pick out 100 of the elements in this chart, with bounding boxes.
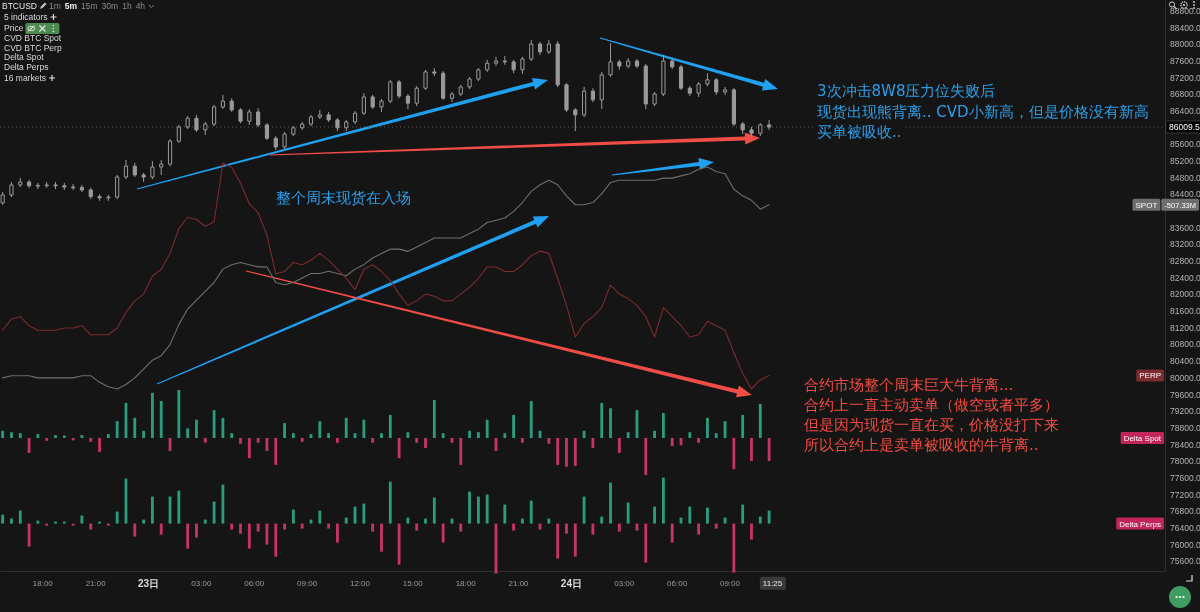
x-tick-label: 21:00 (508, 578, 530, 588)
bar (36, 520, 40, 524)
bar (591, 438, 595, 449)
bar (115, 511, 119, 524)
bar (195, 419, 198, 438)
bar (485, 419, 489, 438)
candlestick (88, 187, 93, 200)
candlestick (617, 59, 622, 71)
y-tick-label: 77200.0 (1170, 489, 1200, 500)
bar (274, 523, 278, 557)
bar (336, 438, 339, 443)
bar (521, 518, 524, 524)
x-tick-label: 23日 (137, 578, 160, 590)
bar (644, 523, 648, 563)
bar (318, 510, 322, 524)
y-tick-label: 84400.0 (1170, 189, 1200, 200)
bar (71, 523, 75, 526)
bar (239, 523, 242, 534)
candlestick (546, 39, 551, 55)
y-tick-label: 87600.0 (1170, 55, 1200, 66)
bar (177, 390, 181, 438)
candlestick (511, 59, 516, 74)
candlestick (71, 183, 76, 191)
candlestick (212, 104, 217, 127)
candlestick (529, 39, 534, 62)
bar (45, 523, 49, 526)
bar (327, 433, 331, 438)
bar (62, 521, 66, 524)
bar (441, 523, 445, 543)
bar (256, 438, 260, 443)
bar (36, 434, 40, 438)
candlestick (714, 77, 719, 96)
bar (697, 438, 701, 443)
bar (750, 523, 753, 540)
annotation: 所以合约上是卖单被吸收的牛背离.. (804, 436, 1039, 454)
candlestick (62, 182, 67, 191)
bar (195, 523, 198, 538)
candlestick (18, 177, 23, 188)
candlestick (643, 63, 648, 110)
bar (512, 414, 516, 438)
bar (344, 517, 348, 524)
y-tick-label: 76800.0 (1170, 506, 1200, 517)
bar (476, 432, 480, 438)
bar (600, 516, 604, 524)
bar (529, 401, 533, 438)
candlestick (379, 98, 384, 113)
annotation: 整个周末现货在入场 (276, 189, 411, 207)
candlestick (97, 193, 102, 202)
bar (582, 496, 586, 524)
candlestick (767, 119, 772, 131)
bar (186, 428, 190, 438)
bar (18, 433, 22, 438)
y-tick-label: 84800.0 (1170, 172, 1200, 183)
bar (1, 430, 5, 438)
bar (626, 432, 630, 438)
candlestick (185, 115, 190, 130)
chart-subtitle: 1m 5m 15m 30m 1h 4h (48, 1, 146, 11)
candlestick (582, 86, 587, 118)
bar (714, 523, 718, 529)
candlestick (564, 82, 569, 113)
annotation: CVD BTC Spot (4, 33, 62, 43)
bar (661, 413, 665, 438)
x-tick-label: 03:00 (191, 578, 212, 588)
candlestick (132, 162, 137, 178)
y-tick-label: 83600.0 (1170, 222, 1200, 233)
candlestick (9, 181, 14, 198)
bar (688, 506, 692, 524)
candlestick (740, 121, 745, 135)
y-tick-label: 75600.0 (1170, 556, 1200, 567)
ref-line-label: 86009.5 (1169, 122, 1200, 132)
bar (106, 434, 110, 438)
candlestick (555, 40, 560, 88)
bar (106, 523, 110, 526)
candlestick (590, 87, 596, 103)
annotation: 16 markets (4, 73, 47, 83)
bar (573, 523, 577, 557)
candlestick (159, 159, 164, 176)
y-tick-label: 76400.0 (1170, 522, 1200, 533)
candlestick (749, 126, 754, 137)
bar (283, 423, 286, 438)
bar (380, 523, 383, 552)
candlestick (317, 109, 322, 120)
annotation: Price (4, 23, 24, 33)
candlestick (388, 79, 393, 104)
bar (432, 497, 436, 524)
bar (89, 438, 93, 442)
y-tick-label: 78800.0 (1170, 422, 1200, 433)
bar (706, 507, 709, 524)
bar (424, 518, 427, 524)
bar (441, 433, 445, 438)
bar (274, 438, 278, 465)
bar (247, 438, 251, 459)
bar (547, 518, 551, 524)
x-tick-label: 09:00 (297, 578, 318, 588)
candlestick (308, 114, 314, 127)
bar (291, 509, 295, 524)
bar (239, 438, 242, 444)
bar (424, 438, 427, 449)
candlestick (167, 138, 173, 167)
bar (459, 438, 463, 465)
